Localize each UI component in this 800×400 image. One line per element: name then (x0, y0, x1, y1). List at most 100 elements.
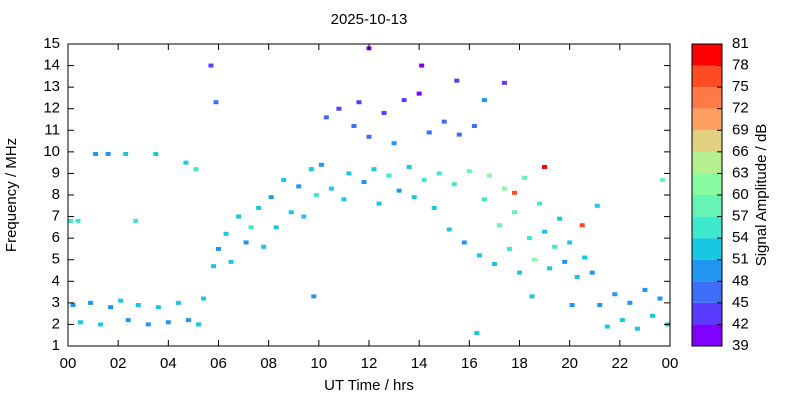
data-cell (210, 264, 216, 269)
data-cell (98, 322, 104, 327)
data-cell (391, 141, 397, 146)
data-cell (195, 322, 201, 327)
data-cell (153, 152, 159, 157)
data-cell (436, 171, 442, 176)
data-cell (361, 180, 367, 185)
colorbar-bin (692, 87, 722, 109)
data-cell (642, 287, 648, 292)
data-cell (441, 119, 447, 124)
colorbar-tick-label: 75 (732, 78, 749, 95)
data-cell (318, 162, 324, 167)
data-cell (145, 322, 151, 327)
data-cell (446, 227, 452, 232)
data-cell (627, 300, 633, 305)
colorbar-tick-label: 45 (732, 294, 749, 311)
data-cell (123, 152, 129, 157)
data-cell (589, 270, 595, 275)
colorbar-tick-label: 60 (732, 186, 749, 203)
colorbar-label: Signal Amplitude / dB (753, 124, 770, 267)
data-cell (461, 240, 467, 245)
data-cell (454, 78, 460, 83)
data-cell (529, 294, 535, 299)
colorbar-bin (692, 324, 722, 346)
data-cell (537, 201, 543, 206)
data-cell (511, 190, 517, 195)
y-tick-label: 1 (52, 337, 60, 354)
y-tick-label: 6 (52, 229, 60, 246)
data-cell (341, 197, 347, 202)
data-cell (155, 305, 161, 310)
data-cell (474, 331, 480, 336)
data-cell (612, 292, 618, 297)
data-cell (248, 225, 254, 230)
x-tick-label: 16 (461, 355, 478, 372)
chart-title: 2025-10-13 (331, 11, 408, 28)
colorbar-bin (692, 130, 722, 152)
data-cell (308, 167, 314, 172)
y-tick-label: 5 (52, 251, 60, 268)
data-cell (223, 231, 229, 236)
data-cell (597, 303, 603, 308)
y-tick-label: 14 (43, 57, 60, 74)
data-cell (118, 298, 124, 303)
colorbar-bin (692, 195, 722, 217)
data-cell (481, 197, 487, 202)
colorbar-bin (692, 151, 722, 174)
colorbar-tick-label: 63 (732, 164, 749, 181)
y-tick-label: 3 (52, 294, 60, 311)
data-cell (426, 130, 432, 135)
data-cell (542, 229, 548, 234)
y-tick-label: 4 (52, 272, 60, 289)
data-cell (175, 300, 181, 305)
x-tick-label: 20 (561, 355, 578, 372)
data-cell (491, 262, 497, 267)
data-cell (594, 203, 600, 208)
colorbar-bin (692, 238, 722, 260)
data-cell (236, 214, 242, 219)
data-cell (313, 193, 319, 197)
data-cell (133, 218, 139, 223)
data-cell (68, 218, 74, 223)
data-cell (604, 324, 610, 329)
data-cell (301, 214, 307, 219)
colorbar-bin (692, 44, 722, 66)
data-cell (165, 320, 171, 325)
colorbar-bin (692, 65, 722, 88)
data-cell (208, 63, 214, 68)
data-cell (366, 134, 372, 139)
data-cell (419, 63, 425, 68)
data-cell (634, 326, 640, 331)
colorbar-bin (692, 281, 722, 303)
colorbar-tick-label: 78 (732, 57, 749, 74)
data-cell (213, 100, 219, 105)
data-cell (659, 177, 665, 182)
x-axis-label: UT Time / hrs (324, 377, 414, 394)
data-cell (105, 152, 111, 157)
x-tick-label: 04 (160, 355, 177, 372)
x-tick-label: 12 (361, 355, 378, 372)
x-tick-label: 22 (611, 355, 628, 372)
data-cell (183, 160, 189, 165)
colorbar-tick-label: 66 (732, 143, 749, 160)
data-cell (582, 255, 588, 260)
data-cell (356, 100, 362, 105)
data-cell (351, 123, 357, 128)
data-cell (562, 259, 568, 264)
data-cell (200, 296, 206, 301)
data-cell (466, 169, 472, 174)
data-cell (78, 320, 84, 325)
y-tick-label: 2 (52, 315, 60, 332)
data-cell (649, 313, 655, 318)
data-cell (579, 223, 585, 228)
data-cell (567, 240, 573, 245)
colorbar-tick-label: 39 (732, 337, 749, 354)
colorbar-tick-label: 51 (732, 251, 749, 268)
data-cell (401, 98, 407, 103)
colorbar-bin (692, 259, 722, 282)
colorbar-tick-label: 57 (732, 208, 749, 225)
data-cell (261, 244, 267, 249)
data-cell (496, 223, 502, 228)
data-cell (506, 246, 512, 251)
